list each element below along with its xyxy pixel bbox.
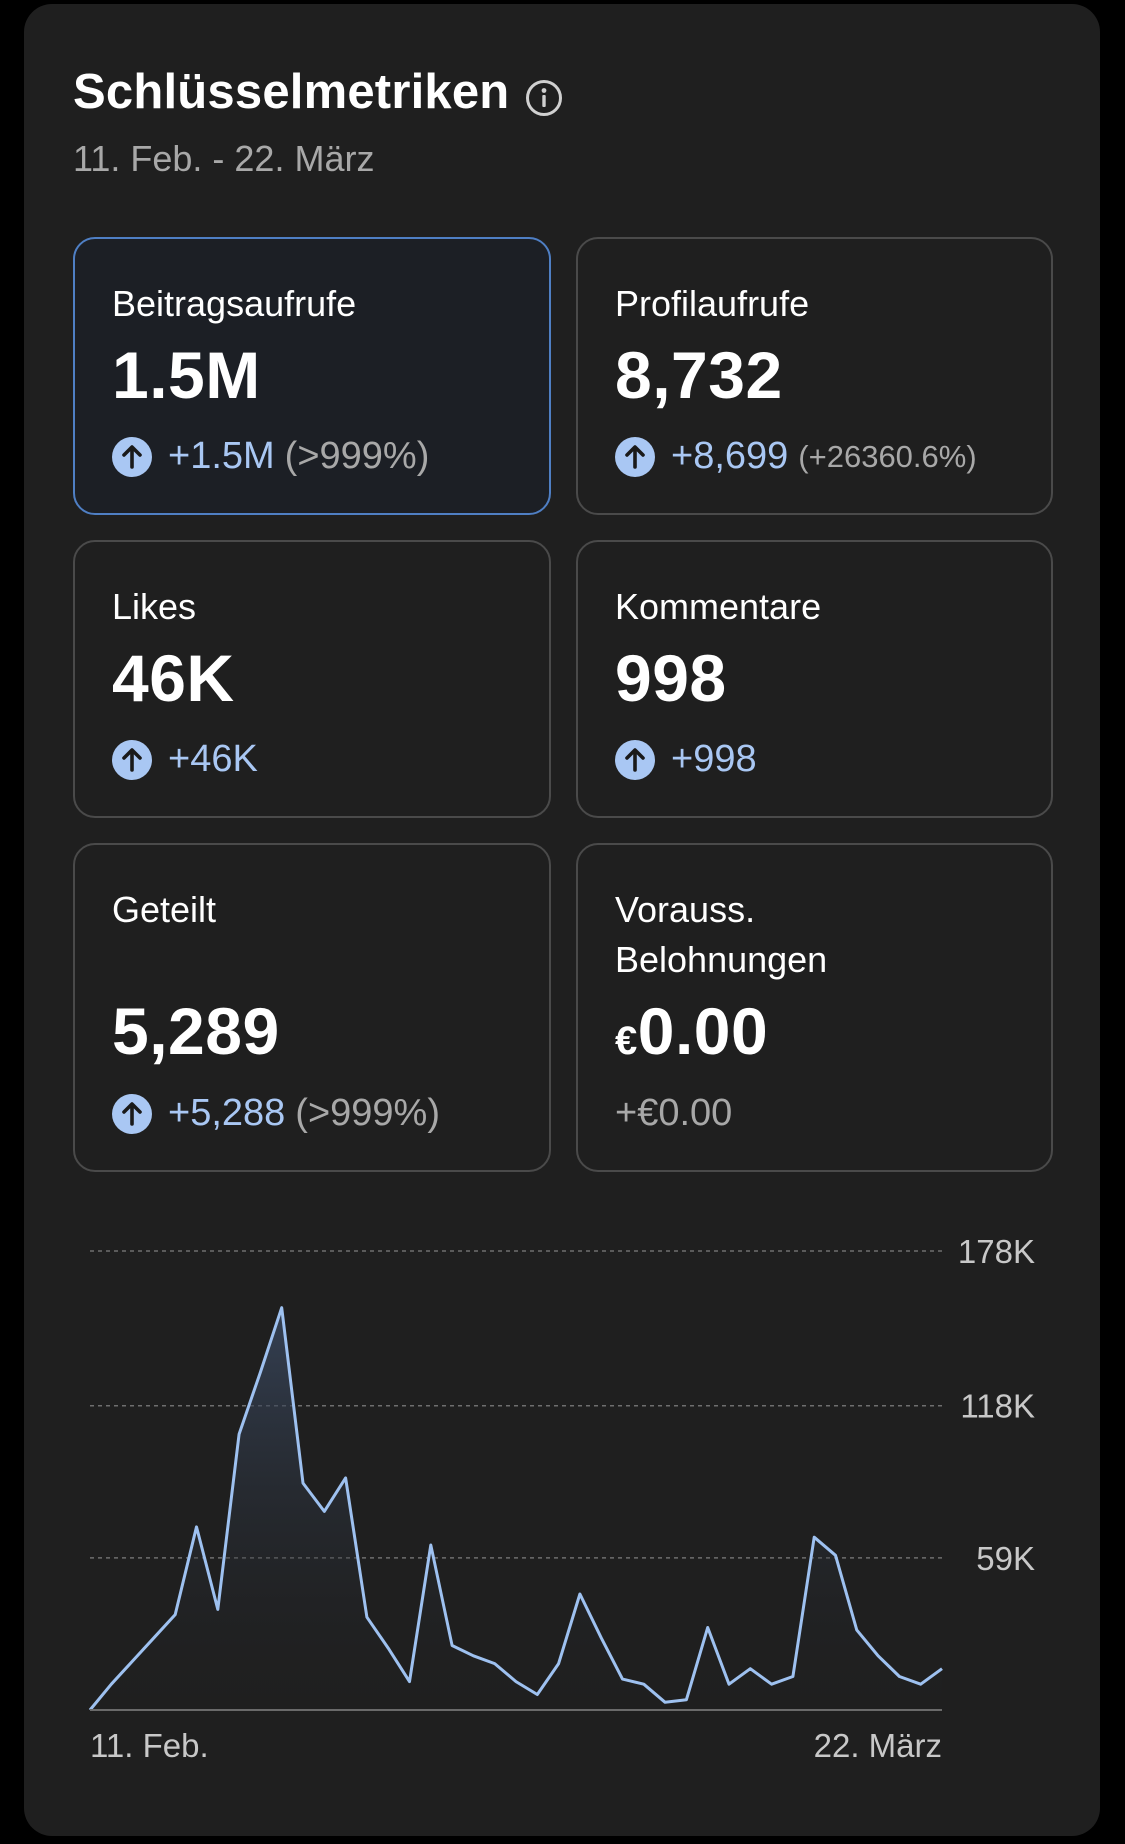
metric-value: 5,289 <box>112 994 280 1068</box>
y-tick-label: 59K <box>976 1540 1035 1577</box>
metric-label: Beitragsaufrufe <box>112 283 357 324</box>
y-tick-label: 118K <box>960 1388 1035 1425</box>
arrow-up-icon <box>615 436 655 477</box>
metric-card-likes[interactable]: Likes 46K +46K <box>73 540 551 818</box>
x-tick-label-end: 22. März <box>814 1727 942 1764</box>
y-axis-ticks: 178K 118K 59K <box>958 1233 1035 1577</box>
metric-change: +46K <box>112 738 258 781</box>
change-percent: (>999%) <box>295 1092 440 1134</box>
change-value: +998 <box>671 738 757 780</box>
metric-label: Geteilt <box>112 889 217 930</box>
change-value: +8,699 <box>671 435 789 477</box>
metric-value-amount: 0.00 <box>637 994 769 1068</box>
metric-value: 8,732 <box>615 338 783 412</box>
change-percent: (+26360.6%) <box>798 438 977 474</box>
y-tick-label: 178K <box>958 1233 1035 1270</box>
chart-gridlines <box>90 1250 944 1559</box>
change-value: +5,288 <box>168 1092 286 1134</box>
change-percent: (>999%) <box>284 435 430 477</box>
metric-change: +5,288 (>999%) <box>112 1092 440 1135</box>
metric-change: +€0.00 <box>615 1092 732 1135</box>
chart-series-line <box>88 1306 943 1711</box>
change-value: +€0.00 <box>615 1092 733 1134</box>
arrow-up-icon <box>112 739 152 780</box>
chart-area-fill <box>90 1307 942 1710</box>
change-value: +46K <box>168 738 258 780</box>
metric-value: 46K <box>112 641 235 715</box>
currency-symbol: € <box>615 1019 638 1063</box>
metric-value: 998 <box>615 641 727 715</box>
change-value: +1.5M <box>168 435 275 477</box>
title-text: Schlüsselmetriken <box>73 65 510 119</box>
date-range: 11. Feb. - 22. März <box>73 138 375 179</box>
metric-label: Kommentare <box>615 586 822 627</box>
metric-label-line1: Vorauss. <box>615 889 756 930</box>
metric-card-estimated-rewards[interactable]: Vorauss. Belohnungen €0.00 +€0.00 <box>576 843 1053 1172</box>
metric-card-profile-views[interactable]: Profilaufrufe 8,732 +8,699 (+26360.6%) <box>576 237 1053 515</box>
metric-value: €0.00 <box>615 993 768 1069</box>
metric-card-comments[interactable]: Kommentare 998 +998 <box>576 540 1053 818</box>
metric-change: +998 <box>615 738 757 781</box>
arrow-up-icon <box>615 739 655 780</box>
page-title: Schlüsselmetriken <box>73 64 563 120</box>
arrow-up-icon <box>112 1093 152 1134</box>
metric-label: Profilaufrufe <box>615 283 810 324</box>
info-icon[interactable] <box>525 73 563 116</box>
metric-card-post-views[interactable]: Beitragsaufrufe 1.5M +1.5M (>999%) <box>73 237 551 515</box>
metric-label: Likes <box>112 586 197 627</box>
arrow-up-icon <box>112 436 152 477</box>
metric-value: 1.5M <box>112 338 261 412</box>
x-tick-label-start: 11. Feb. <box>90 1727 209 1764</box>
metric-card-shares[interactable]: Geteilt 5,289 +5,288 (>999%) <box>73 843 551 1172</box>
metric-label-line2: Belohnungen <box>615 939 828 980</box>
metric-label: Vorauss. Belohnungen <box>615 885 1015 985</box>
metric-change: +1.5M (>999%) <box>112 435 429 478</box>
metric-change: +8,699 (+26360.6%) <box>615 435 977 478</box>
